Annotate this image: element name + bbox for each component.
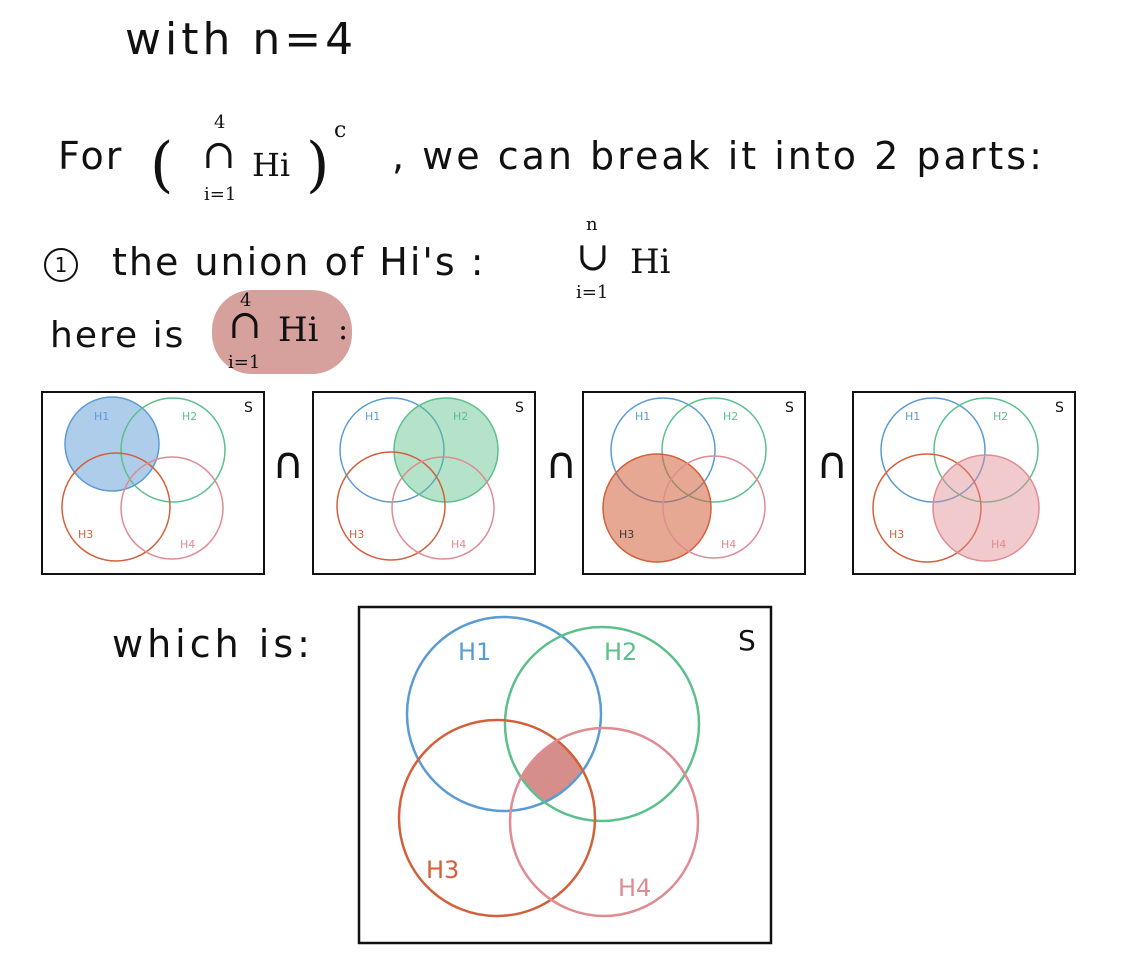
set-h4 <box>391 456 495 560</box>
universe-box <box>312 391 536 575</box>
universe-box <box>41 391 265 575</box>
for-expression: ( 4 ∩ i=1 Hi ) c <box>150 112 390 212</box>
label-h2: H2 <box>182 410 197 423</box>
set-h4 <box>120 456 224 560</box>
for-upper-limit: 4 <box>214 112 226 133</box>
paren-open: ( <box>150 130 174 200</box>
here-expression: 4 ∩ i=1 Hi : <box>220 290 360 380</box>
universe-label: S <box>515 400 524 416</box>
set-h4 <box>508 726 700 918</box>
label-h3: H3 <box>349 528 364 541</box>
union-expression: n ∪ i=1 Hi <box>572 214 692 304</box>
label-h4: H4 <box>991 538 1006 551</box>
panel-h2: S H1 H2 H3 H4 <box>312 391 536 575</box>
universe-label: S <box>244 400 253 416</box>
label-h3: H3 <box>78 528 93 541</box>
intersection-operator-3: ∩ <box>816 438 849 489</box>
here-set-var: Hi <box>278 310 319 350</box>
label-h1: H1 <box>905 410 920 423</box>
which-is-label: which is: <box>112 622 314 666</box>
big-union-symbol: ∪ <box>576 234 610 280</box>
union-set-var: Hi <box>630 242 671 282</box>
for-set-var: Hi <box>252 146 291 184</box>
label-h2: H2 <box>453 410 468 423</box>
complement-mark: c <box>334 118 347 143</box>
set-h4 <box>662 455 766 559</box>
item-number-circle: 1 <box>44 248 78 282</box>
for-label: For <box>58 134 124 178</box>
label-h1: H1 <box>458 638 491 666</box>
universe-box <box>357 605 773 945</box>
union-lower-limit: i=1 <box>576 282 609 303</box>
label-h2: H2 <box>993 410 1008 423</box>
panel-h1: S H1 H2 H3 H4 <box>41 391 265 575</box>
universe-label: S <box>785 400 794 416</box>
label-h4: H4 <box>618 874 651 902</box>
set-h2 <box>661 397 767 503</box>
panel-h3: S H1 H2 H3 H4 <box>582 391 806 575</box>
here-intersection-symbol: ∩ <box>228 302 262 348</box>
highlight-blob <box>212 290 352 374</box>
set-h3 <box>61 452 171 562</box>
union-upper-limit: n <box>586 214 598 235</box>
here-is-label: here is <box>50 315 186 356</box>
here-trailing-colon: : <box>338 312 349 347</box>
label-h3: H3 <box>426 856 459 884</box>
set-h3 <box>872 453 982 563</box>
panel-result: S H1 H2 H3 H4 <box>357 605 773 945</box>
set-h2 <box>120 397 226 503</box>
set-h3 <box>397 718 597 918</box>
here-lower-limit: i=1 <box>228 352 261 373</box>
label-h4: H4 <box>721 538 736 551</box>
universe-label: S <box>1055 400 1064 416</box>
label-h2: H2 <box>723 410 738 423</box>
intersection-operator-1: ∩ <box>272 438 305 489</box>
label-h3: H3 <box>619 528 634 541</box>
set-h2 <box>933 397 1039 503</box>
for-lower-limit: i=1 <box>204 184 237 205</box>
set-h1 <box>405 615 603 813</box>
label-h2: H2 <box>604 638 637 666</box>
label-h4: H4 <box>180 538 195 551</box>
universe-box <box>852 391 1076 575</box>
heading-with-n: with n=4 <box>125 14 358 65</box>
intersection-operator-2: ∩ <box>545 438 578 489</box>
label-h1: H1 <box>365 410 380 423</box>
shaded-set-h3 <box>602 453 712 563</box>
universe-box <box>582 391 806 575</box>
label-h3: H3 <box>889 528 904 541</box>
set-h3 <box>336 451 446 561</box>
here-upper-limit: 4 <box>240 290 252 311</box>
shaded-intersection-region <box>510 728 595 811</box>
label-h1: H1 <box>635 410 650 423</box>
shaded-set-h4 <box>932 454 1040 562</box>
paren-close: ) <box>306 130 330 200</box>
set-h2 <box>503 625 701 823</box>
label-h4: H4 <box>451 538 466 551</box>
big-intersection-symbol: ∩ <box>202 132 236 178</box>
panel-h4: S H1 H2 H3 H4 <box>852 391 1076 575</box>
label-h1: H1 <box>94 410 109 423</box>
shaded-set-h1 <box>64 396 160 492</box>
union-description: the union of Hi's : <box>112 240 486 284</box>
universe-label: S <box>738 624 756 657</box>
shaded-set-h2 <box>393 397 499 503</box>
for-rest-text: , we can break it into 2 parts: <box>392 134 1045 178</box>
